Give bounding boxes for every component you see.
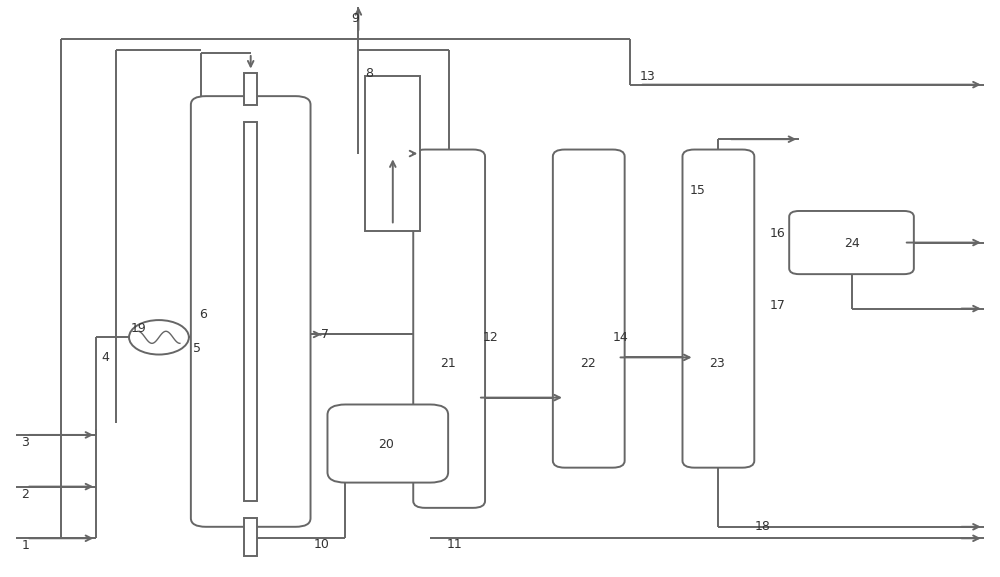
- FancyBboxPatch shape: [789, 211, 914, 274]
- Text: 23: 23: [709, 357, 725, 370]
- Text: 1: 1: [21, 539, 29, 552]
- Text: 20: 20: [378, 438, 394, 451]
- Text: 15: 15: [689, 185, 705, 197]
- Circle shape: [129, 320, 189, 354]
- Text: 5: 5: [193, 342, 201, 355]
- Text: 4: 4: [101, 351, 109, 364]
- Text: 14: 14: [613, 331, 628, 344]
- Text: 8: 8: [365, 67, 373, 80]
- Text: 2: 2: [21, 488, 29, 501]
- Bar: [244, 122, 257, 501]
- Text: 6: 6: [199, 308, 207, 321]
- FancyBboxPatch shape: [327, 404, 448, 482]
- Text: 17: 17: [769, 299, 785, 312]
- Text: 18: 18: [754, 520, 770, 533]
- Text: 11: 11: [447, 538, 463, 550]
- Text: 13: 13: [640, 70, 655, 83]
- Text: 12: 12: [483, 331, 499, 344]
- Bar: [244, 518, 257, 556]
- Text: 9: 9: [351, 12, 359, 25]
- FancyBboxPatch shape: [553, 149, 625, 467]
- Text: 10: 10: [314, 538, 329, 550]
- FancyBboxPatch shape: [191, 96, 311, 527]
- Text: 24: 24: [844, 237, 860, 250]
- FancyBboxPatch shape: [682, 149, 754, 467]
- Text: 19: 19: [131, 322, 147, 335]
- FancyBboxPatch shape: [413, 149, 485, 508]
- Text: 21: 21: [440, 357, 456, 370]
- Text: 7: 7: [320, 328, 328, 341]
- Text: 3: 3: [21, 436, 29, 449]
- Bar: [244, 73, 257, 105]
- Bar: [365, 76, 420, 231]
- Text: 22: 22: [580, 357, 596, 370]
- Text: 16: 16: [769, 227, 785, 241]
